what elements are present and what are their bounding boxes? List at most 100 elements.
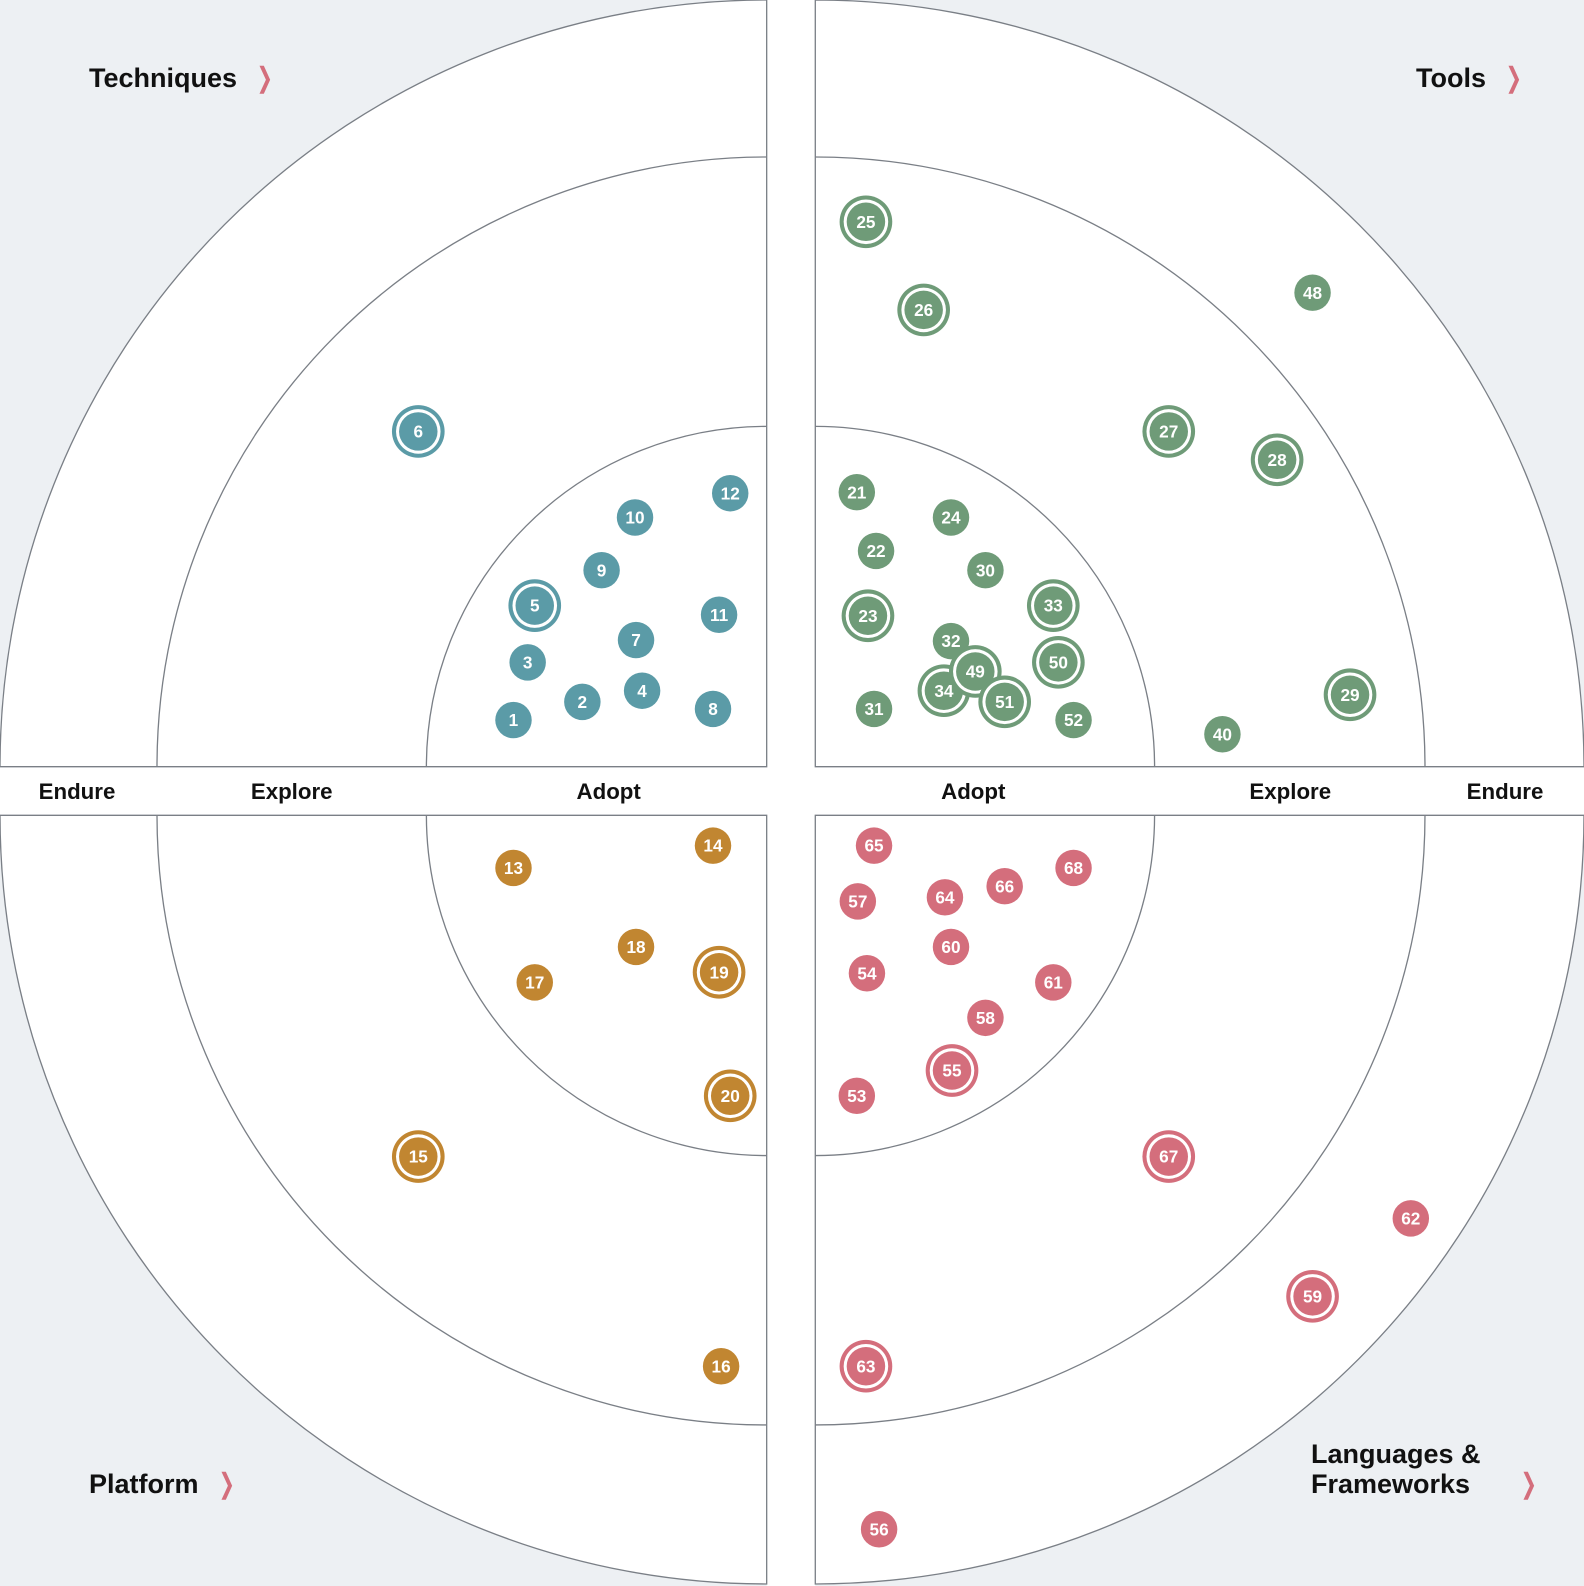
- blip-dot: [956, 652, 995, 691]
- blip-number: 55: [942, 1061, 962, 1081]
- blip-10[interactable]: 10: [616, 499, 654, 536]
- blip-24[interactable]: 24: [932, 499, 970, 536]
- blip-number: 32: [941, 631, 960, 651]
- blip-dot: [617, 621, 655, 659]
- ring-boundary: [815, 156, 1426, 767]
- blip-68[interactable]: 68: [1055, 849, 1092, 887]
- chevron-right-icon: ❯: [256, 62, 273, 93]
- blip-29[interactable]: 29: [1323, 668, 1377, 722]
- blip-1[interactable]: 1: [495, 701, 532, 739]
- blip-57[interactable]: 57: [839, 883, 877, 920]
- blip-58[interactable]: 58: [967, 999, 1004, 1037]
- blip-50[interactable]: 50: [1032, 636, 1085, 689]
- blip-2[interactable]: 2: [564, 683, 601, 721]
- blip-number: 62: [1401, 1208, 1420, 1228]
- blip-51[interactable]: 51: [978, 675, 1032, 729]
- blip-19[interactable]: 19: [692, 945, 746, 999]
- quadrant-heading-techniques[interactable]: Techniques ❯: [89, 62, 277, 94]
- quadrant-title: Techniques: [89, 63, 238, 93]
- blip-4[interactable]: 4: [623, 672, 661, 709]
- ring-boundary: [425, 425, 767, 767]
- blip-26[interactable]: 26: [897, 283, 950, 337]
- blip-30[interactable]: 30: [967, 551, 1004, 589]
- blip-dot: [1035, 964, 1072, 1001]
- blip-dot: [699, 953, 739, 992]
- blip-11[interactable]: 11: [700, 596, 738, 633]
- blip-12[interactable]: 12: [711, 474, 749, 512]
- blip-number: 1: [509, 710, 519, 730]
- blip-27[interactable]: 27: [1142, 405, 1196, 458]
- blip-dot: [694, 690, 732, 728]
- blip-56[interactable]: 56: [860, 1511, 898, 1548]
- blip-number: 17: [525, 972, 544, 992]
- blip-64[interactable]: 64: [926, 879, 964, 916]
- blip-22[interactable]: 22: [857, 532, 895, 570]
- blip-15[interactable]: 15: [391, 1130, 445, 1183]
- blip-52[interactable]: 52: [1055, 701, 1092, 739]
- quadrant-heading-platform[interactable]: Platform ❯: [89, 1469, 238, 1500]
- blip-dot: [926, 879, 964, 916]
- blip-dot: [1392, 1200, 1430, 1237]
- blip-65[interactable]: 65: [855, 827, 893, 864]
- blip-13[interactable]: 13: [495, 849, 532, 887]
- blip-33[interactable]: 33: [1026, 579, 1080, 632]
- blip-18[interactable]: 18: [617, 928, 655, 966]
- blip-61[interactable]: 61: [1035, 964, 1072, 1001]
- blip-number: 67: [1159, 1147, 1178, 1167]
- quadrant-languages-area: [814, 814, 1584, 1585]
- quadrant-heading-tools[interactable]: Tools ❯: [1416, 63, 1525, 94]
- blip-number: 3: [523, 652, 533, 672]
- blip-17[interactable]: 17: [516, 964, 553, 1001]
- blip-number: 23: [858, 606, 877, 626]
- blip-60[interactable]: 60: [932, 928, 970, 966]
- ring-boundary: [425, 815, 767, 1157]
- ring-labels: Endure Explore Adopt Adopt Explore Endur…: [39, 779, 1544, 804]
- blip-25[interactable]: 25: [839, 195, 893, 249]
- blip-number: 14: [703, 836, 723, 856]
- blip-53[interactable]: 53: [838, 1077, 876, 1115]
- blip-number: 31: [864, 699, 884, 719]
- blip-28[interactable]: 28: [1250, 433, 1304, 487]
- blip-23[interactable]: 23: [841, 589, 895, 643]
- blip-20[interactable]: 20: [703, 1069, 757, 1123]
- blip-dot: [846, 1346, 886, 1386]
- blip-59[interactable]: 59: [1286, 1270, 1339, 1323]
- blip-66[interactable]: 66: [986, 867, 1023, 905]
- blip-number: 61: [1044, 972, 1064, 992]
- blip-3[interactable]: 3: [509, 644, 546, 681]
- blip-number: 51: [995, 692, 1015, 712]
- blip-8[interactable]: 8: [694, 690, 732, 728]
- blip-5[interactable]: 5: [508, 579, 562, 632]
- blip-31[interactable]: 31: [855, 690, 893, 728]
- quadrant-tools-area: [814, 0, 1584, 768]
- blip-number: 53: [847, 1086, 866, 1106]
- blip-6[interactable]: 6: [391, 405, 445, 458]
- quadrant-heading-languages[interactable]: Languages & Frameworks ❯: [1311, 1439, 1540, 1499]
- quadrant-title: Tools: [1416, 63, 1486, 93]
- blip-67[interactable]: 67: [1142, 1130, 1196, 1183]
- blip-62[interactable]: 62: [1392, 1200, 1430, 1237]
- blip-number: 29: [1340, 685, 1359, 705]
- blip-dot: [1257, 440, 1297, 480]
- blip-16[interactable]: 16: [702, 1347, 740, 1385]
- ring-label-adopt-right: Adopt: [941, 779, 1006, 804]
- blip-21[interactable]: 21: [838, 473, 876, 511]
- blip-dot: [932, 928, 970, 966]
- blip-9[interactable]: 9: [583, 551, 620, 589]
- blip-48[interactable]: 48: [1294, 274, 1331, 311]
- blip-40[interactable]: 40: [1204, 716, 1241, 753]
- blip-dot: [564, 683, 601, 721]
- blip-7[interactable]: 7: [617, 621, 655, 659]
- blip-14[interactable]: 14: [694, 827, 732, 864]
- blip-55[interactable]: 55: [925, 1044, 979, 1097]
- blip-number: 57: [848, 891, 867, 911]
- blip-number: 6: [413, 422, 423, 442]
- blip-number: 8: [708, 699, 718, 719]
- blip-54[interactable]: 54: [848, 955, 886, 992]
- blip-number: 21: [847, 482, 867, 502]
- blip-63[interactable]: 63: [839, 1339, 893, 1393]
- blip-dot: [838, 1077, 876, 1115]
- blip-dot: [932, 499, 970, 536]
- blip-number: 34: [934, 681, 954, 701]
